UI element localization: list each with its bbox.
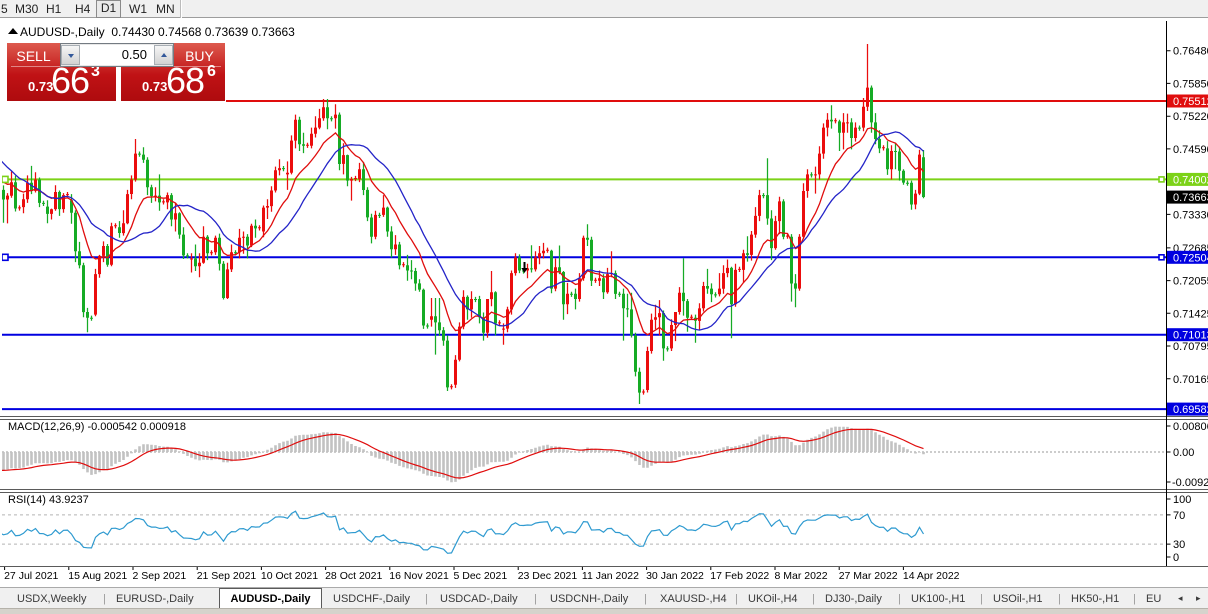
svg-text:17 Feb 2022: 17 Feb 2022 [710,570,769,582]
svg-text:0.75512: 0.75512 [1173,96,1208,108]
svg-text:16 Nov 2021: 16 Nov 2021 [389,570,449,582]
svg-text:MACD(12,26,9) -0.000542 0.0009: MACD(12,26,9) -0.000542 0.000918 [8,421,186,433]
svg-text:0.73663: 0.73663 [1173,192,1208,204]
svg-text:0.00: 0.00 [1173,447,1194,459]
svg-text:100: 100 [1173,494,1191,506]
svg-text:30 Jan 2022: 30 Jan 2022 [646,570,704,582]
svg-text:15 Aug 2021: 15 Aug 2021 [68,570,127,582]
svg-text:27 Jul 2021: 27 Jul 2021 [4,570,58,582]
svg-text:10 Oct 2021: 10 Oct 2021 [261,570,318,582]
svg-text:11 Jan 2022: 11 Jan 2022 [582,570,639,582]
svg-text:0.70165: 0.70165 [1173,374,1208,386]
svg-text:0.71425: 0.71425 [1173,308,1208,320]
svg-text:23 Dec 2021: 23 Dec 2021 [518,570,578,582]
svg-text:28 Oct 2021: 28 Oct 2021 [325,570,382,582]
svg-text:21 Sep 2021: 21 Sep 2021 [197,570,257,582]
svg-text:70: 70 [1173,510,1185,522]
svg-text:0.70795: 0.70795 [1173,341,1208,353]
svg-text:RSI(14) 43.9237: RSI(14) 43.9237 [8,494,89,506]
svg-text:0: 0 [1173,552,1179,564]
svg-text:0.74002: 0.74002 [1173,174,1208,186]
svg-text:0.72504: 0.72504 [1173,252,1208,264]
svg-text:30: 30 [1173,539,1185,551]
svg-text:27 Mar 2022: 27 Mar 2022 [839,570,898,582]
svg-text:-0.009286: -0.009286 [1172,477,1208,489]
svg-text:14 Apr 2022: 14 Apr 2022 [903,570,960,582]
svg-text:2 Sep 2021: 2 Sep 2021 [133,570,187,582]
svg-text:0.72055: 0.72055 [1173,276,1208,288]
svg-text:0.71013: 0.71013 [1173,330,1208,342]
svg-text:8 Mar 2022: 8 Mar 2022 [775,570,828,582]
svg-text:5 Dec 2021: 5 Dec 2021 [454,570,508,582]
svg-text:0.008061: 0.008061 [1173,421,1208,433]
